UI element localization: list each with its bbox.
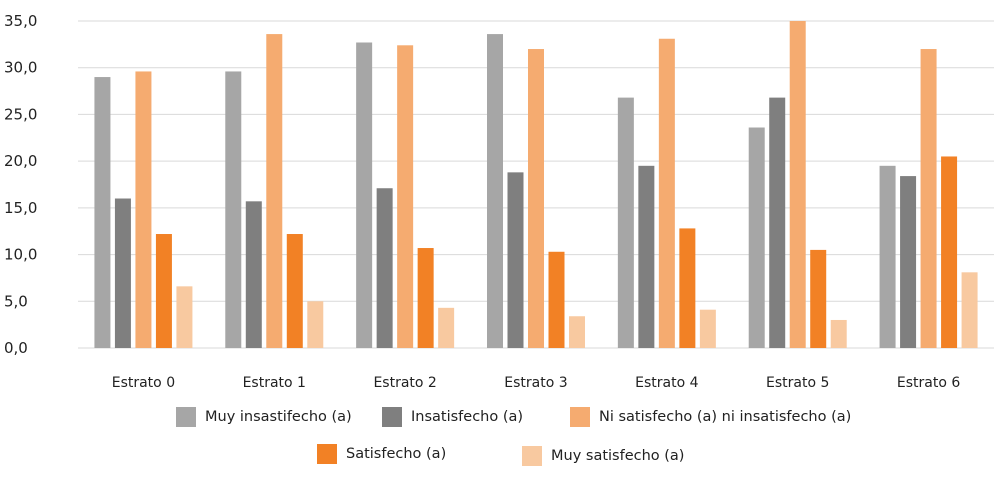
- bar: [94, 77, 111, 349]
- legend-label-ni-satisfecho: Ni satisfecho (a) ni insatisfecho (a): [599, 409, 852, 425]
- bar: [376, 188, 393, 348]
- bars: [94, 21, 978, 349]
- bar: [679, 228, 696, 348]
- legend-item-muy-satisfecho: Muy satisfecho (a): [522, 446, 684, 466]
- legend-swatch-muy-insatisfecho: [176, 407, 196, 427]
- legend-swatch-muy-satisfecho: [522, 446, 542, 466]
- bar: [307, 301, 324, 348]
- bar: [135, 71, 152, 349]
- x-category-label: Estrato 3: [504, 375, 567, 391]
- bar: [941, 156, 958, 348]
- bar: [879, 165, 896, 348]
- legend-swatch-satisfecho: [317, 444, 337, 464]
- legend-item-satisfecho: Satisfecho (a): [317, 444, 446, 464]
- y-tick-label: 30,0: [4, 59, 37, 77]
- bar: [699, 309, 716, 348]
- bar: [487, 34, 503, 349]
- legend-item-ni-satisfecho: Ni satisfecho (a) ni insatisfecho (a): [570, 407, 851, 427]
- bar: [961, 272, 978, 348]
- x-category-label: Estrato 1: [243, 375, 306, 391]
- bar: [176, 286, 193, 348]
- x-category-label: Estrato 6: [897, 375, 960, 391]
- bar: [830, 319, 847, 348]
- bar: [417, 248, 434, 348]
- y-tick-label: 0,0: [4, 339, 28, 357]
- bar: [900, 176, 917, 348]
- x-category-label: Estrato 0: [112, 375, 175, 391]
- legend-swatch-ni-satisfecho: [570, 407, 590, 427]
- legend-item-insatisfecho: Insatisfecho (a): [382, 407, 523, 427]
- bar: [155, 234, 172, 348]
- bar: [397, 45, 414, 348]
- legend-item-muy-insatisfecho: Muy insastifecho (a): [176, 407, 352, 427]
- bar: [769, 97, 786, 349]
- bar: [920, 49, 937, 349]
- bar: [286, 234, 303, 348]
- bar: [810, 249, 827, 348]
- bar: [617, 97, 634, 349]
- bar: [569, 316, 585, 348]
- bar: [658, 38, 675, 348]
- bar: [638, 165, 655, 348]
- legend-label-satisfecho: Satisfecho (a): [346, 446, 447, 462]
- y-tick-label: 35,0: [4, 12, 37, 30]
- legend-label-muy-insatisfecho: Muy insastifecho (a): [205, 409, 352, 425]
- bar: [245, 201, 262, 348]
- x-category-label: Estrato 2: [373, 375, 436, 391]
- bar: [528, 49, 544, 349]
- y-tick-label: 5,0: [4, 292, 28, 310]
- bar: [789, 21, 806, 348]
- y-tick-label: 20,0: [4, 152, 37, 170]
- bar: [225, 71, 242, 349]
- bar: [548, 251, 565, 348]
- legend-label-muy-satisfecho: Muy satisfecho (a): [551, 448, 685, 464]
- bar: [748, 127, 765, 348]
- y-tick-label: 10,0: [4, 246, 37, 264]
- y-axis-tick-labels: 0,0 5,0 10,0 15,0 20,0 25,0 30,0 35,0: [4, 12, 37, 357]
- legend-swatch-insatisfecho: [382, 407, 402, 427]
- bar: [438, 307, 455, 348]
- x-axis-category-labels: Estrato 0 Estrato 1 Estrato 2 Estrato 3 Estr…: [112, 375, 961, 391]
- bar: [507, 172, 524, 348]
- bar: [356, 42, 373, 348]
- y-tick-label: 15,0: [4, 199, 37, 217]
- bar: [266, 34, 283, 349]
- x-category-label: Estrato 4: [635, 375, 698, 391]
- bar: [114, 198, 131, 348]
- y-tick-label: 25,0: [4, 105, 37, 123]
- x-category-label: Estrato 5: [766, 375, 829, 391]
- legend-label-insatisfecho: Insatisfecho (a): [411, 409, 524, 425]
